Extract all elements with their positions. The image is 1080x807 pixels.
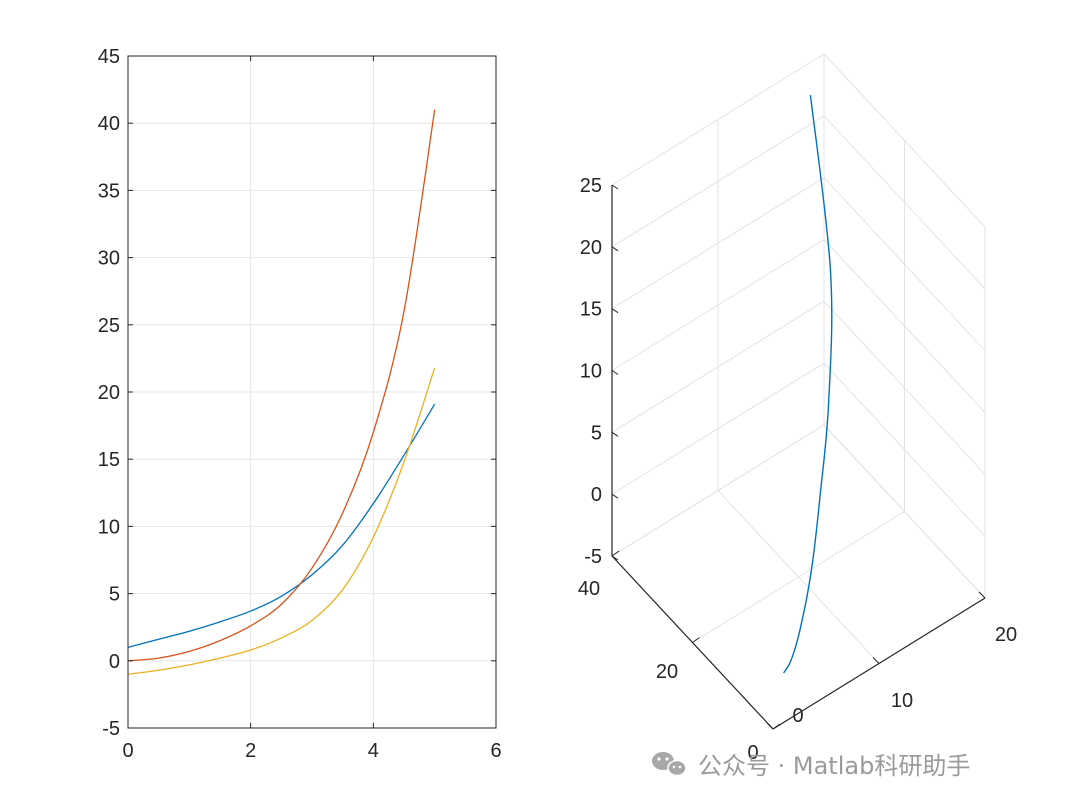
x-tick-mark [872,657,880,664]
right-axes-3d: 0 10 20 0 20 40 -5 0 5 10 15 20 25 [578,53,1017,764]
series-3d-line-1 [783,95,833,674]
z-tick-label: 0 [591,484,602,506]
side-wall-gridline [823,53,986,228]
y-tick-mark [772,723,781,730]
y-tick-label: 25 [98,315,120,337]
back-wall-gridline [611,53,825,186]
right-ticks: 0 10 20 0 20 40 -5 0 5 10 15 20 25 [578,175,1017,764]
x-tick-label: 0 [792,705,803,727]
right-series-group [783,95,833,674]
back-wall-gridline [611,115,825,248]
y-tick-label: 5 [109,584,120,606]
y-tick-mark [692,637,700,643]
watermark-text: 公众号 · Matlab科研助手 [698,752,970,780]
z-tick-mark [611,431,619,437]
x-tick-label: 10 [891,690,913,712]
z-tick-mark [611,246,619,252]
z-tick-label: 10 [580,361,602,383]
side-wall-gridline [823,115,986,290]
series-line-1 [127,403,436,648]
y-tick-label: 30 [98,248,120,270]
y-tick-label: 15 [98,449,120,471]
floor-gridline [692,511,905,643]
y-tick-label: 40 [98,113,120,135]
z-tick-mark [611,184,619,190]
back-wall-gridline [611,239,825,371]
x-tick-label: 6 [490,740,501,762]
x-tick-label: 2 [245,740,256,762]
y-tick-label: 20 [656,661,678,683]
wechat-icon [652,752,687,777]
z-tick-label: 5 [591,422,602,444]
x-tick-label: 0 [122,740,133,762]
right-axis-lines [611,185,986,730]
y-tick-label: 20 [98,382,120,404]
watermark: 公众号 · Matlab科研助手 [652,752,970,780]
side-wall-gridline [823,239,986,413]
y-tick-label: 0 [747,742,758,764]
z-tick-mark [611,370,619,375]
x-tick-label: 4 [368,740,379,762]
z-tick-label: 25 [580,175,602,197]
x-tick-mark [766,722,774,730]
x-tick-mark [978,591,986,599]
y-tick-label: 10 [98,516,120,538]
back-wall-gridline [611,300,825,433]
side-wall-gridline [823,362,986,537]
z-tick-mark [611,555,619,561]
side-wall-gridline [823,177,986,352]
z-tick-mark [611,308,619,314]
side-wall-gridline [823,300,986,475]
back-wall-gridline [611,177,825,310]
y-tick-label: 45 [98,46,120,68]
y-tick-label: 0 [109,651,120,673]
y-tick-label: 35 [98,180,120,202]
left-grid [128,56,496,728]
z-tick-label: 15 [580,299,602,321]
x-tick-label: 20 [995,624,1017,646]
z-tick-label: 20 [580,237,602,259]
right-grid [611,53,986,730]
y-tick-label: 40 [578,578,600,600]
z-tick-mark [611,493,619,499]
back-wall-gridline [611,362,825,495]
y-tick-label: -5 [102,718,120,740]
back-wall-gridline [611,424,825,557]
z-tick-label: -5 [584,546,602,568]
y-tick-mark [611,550,620,557]
side-wall-gridline [823,424,986,599]
series-line-2 [127,109,436,662]
left-series-group [127,109,436,675]
series-line-3 [127,367,436,675]
